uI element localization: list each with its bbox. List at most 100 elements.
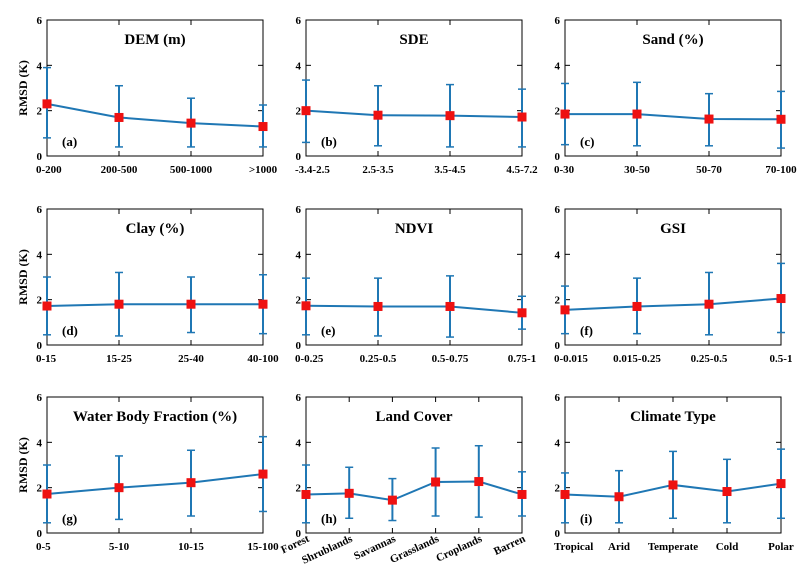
subplot-b: 0 2 4 6 -3.4-2.5 2.5-3.5 3.5-4.5 4.5-7.2 SDE (b) — [295, 15, 538, 176]
panel-title: SDE — [399, 32, 428, 48]
x-tick-label: 200-500 — [101, 164, 138, 176]
y-tick-label: 0 — [37, 340, 43, 352]
data-point — [186, 299, 196, 309]
data-point — [186, 478, 196, 488]
y-tick-label: 4 — [296, 249, 302, 261]
x-tick-label: 10-15 — [178, 541, 204, 553]
panel-label: (i) — [580, 511, 592, 526]
y-tick-label: 2 — [555, 295, 561, 307]
x-tick-label: Cold — [716, 541, 739, 553]
y-tick-label: 6 — [37, 204, 43, 216]
data-point — [445, 301, 455, 311]
y-tick-label: 4 — [555, 249, 561, 261]
data-point — [258, 299, 268, 309]
y-tick-label: 6 — [296, 392, 302, 404]
y-tick-label: 6 — [296, 204, 302, 216]
panel-label: (d) — [62, 323, 78, 338]
y-tick-label: 0 — [555, 151, 561, 163]
panel-label: (h) — [321, 511, 337, 526]
panel-title: Climate Type — [630, 409, 716, 425]
series-line — [305, 109, 523, 119]
y-tick-label: 2 — [37, 295, 43, 307]
x-tick-label: Temperate — [648, 541, 698, 553]
panel-label: (b) — [321, 134, 337, 149]
panel-label: (e) — [321, 323, 335, 338]
y-tick-label: 6 — [37, 392, 43, 404]
data-point — [258, 469, 268, 479]
y-tick-label: 0 — [296, 340, 302, 352]
y-tick-label: 6 — [555, 204, 561, 216]
panel-label: (a) — [62, 134, 77, 149]
data-point — [114, 299, 124, 309]
y-axis-label: RMSD (K) — [16, 60, 30, 116]
data-point — [344, 488, 354, 498]
panel-label: (f) — [580, 323, 593, 338]
panel-title: DEM (m) — [124, 32, 185, 48]
data-point — [387, 495, 397, 505]
data-point — [776, 479, 786, 489]
subplot-g: 0 2 4 6 0-5 5-10 10-15 15-100 Water Body Fractio… — [16, 392, 279, 553]
x-tick-label: 0-5 — [36, 541, 51, 553]
data-point — [560, 109, 570, 119]
y-tick-label: 2 — [37, 106, 43, 118]
y-tick-label: 4 — [296, 437, 302, 449]
x-tick-label: Croplands — [434, 533, 484, 565]
y-tick-label: 4 — [555, 60, 561, 72]
data-point — [704, 114, 714, 124]
x-tick-label: 2.5-3.5 — [362, 164, 394, 176]
x-tick-label: 0.75-1 — [508, 353, 536, 365]
x-tick-label: 50-70 — [696, 164, 722, 176]
data-point — [704, 299, 714, 309]
series-line — [565, 113, 782, 121]
data-point — [776, 114, 786, 124]
data-point — [258, 122, 268, 132]
data-point — [722, 487, 732, 497]
x-tick-label: 25-40 — [178, 353, 204, 365]
y-tick-label: 4 — [37, 437, 43, 449]
x-tick-label: 30-50 — [624, 164, 650, 176]
data-point — [301, 301, 311, 311]
y-tick-label: 2 — [296, 483, 302, 495]
data-point — [42, 99, 52, 109]
y-tick-label: 6 — [296, 15, 302, 27]
y-tick-label: 4 — [37, 249, 43, 261]
y-tick-label: 2 — [296, 106, 302, 118]
data-point — [474, 477, 484, 487]
x-tick-label: 3.5-4.5 — [434, 164, 466, 176]
series-line — [46, 303, 263, 308]
data-point — [517, 112, 527, 122]
data-point — [668, 480, 678, 490]
x-tick-label: 0-0.25 — [295, 353, 324, 365]
subplot-i: 0 2 4 6 Tropical Arid Temperate Cold Polar Climat… — [554, 392, 794, 553]
y-tick-label: 4 — [296, 60, 302, 72]
series-line — [564, 297, 782, 311]
x-tick-label: 0.25-0.5 — [360, 353, 397, 365]
x-tick-label: 0.015-0.25 — [613, 353, 661, 365]
series-line — [305, 304, 523, 314]
x-tick-label: >1000 — [249, 164, 278, 176]
data-point — [445, 111, 455, 121]
panel-title: Land Cover — [375, 409, 452, 425]
x-tick-label: Tropical — [554, 541, 593, 553]
data-point — [632, 301, 642, 311]
series-line — [305, 480, 523, 502]
y-tick-label: 0 — [296, 528, 302, 540]
axes-frame — [305, 208, 523, 346]
y-tick-label: 0 — [37, 528, 43, 540]
x-tick-label: 0-15 — [36, 353, 57, 365]
subplot-h: 0246ForestShrublandsSavannasGrasslandsCr… — [279, 392, 527, 567]
panel-title: Clay (%) — [126, 221, 185, 237]
y-tick-label: 0 — [555, 528, 561, 540]
y-tick-label: 4 — [555, 437, 561, 449]
x-tick-label: Barren — [492, 533, 527, 558]
x-tick-label: 40-100 — [247, 353, 279, 365]
x-tick-label: 500-1000 — [170, 164, 213, 176]
y-axis-label: RMSD (K) — [16, 437, 30, 493]
y-tick-label: 2 — [555, 483, 561, 495]
x-tick-label: Polar — [768, 541, 794, 553]
x-tick-label: 70-100 — [765, 164, 797, 176]
x-tick-label: 5-10 — [109, 541, 130, 553]
subplot-f: 0 2 4 6 0-0.015 0.015-0.25 0.25-0.5 0.5-1 GSI (f) — [554, 204, 792, 365]
data-point — [776, 294, 786, 304]
